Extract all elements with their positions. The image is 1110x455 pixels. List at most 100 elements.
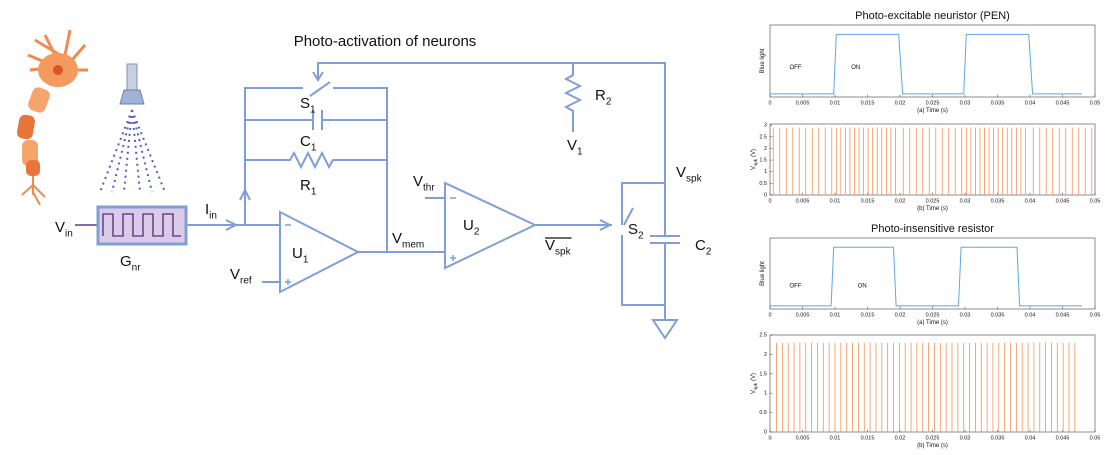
y-axis-label-unit: (V) bbox=[751, 373, 757, 381]
y-axis-label-unit: (V) bbox=[751, 149, 757, 157]
diagram-label: V1 bbox=[567, 137, 583, 158]
y-axis-label-sub: spk bbox=[753, 382, 758, 390]
diagram-label-sub: spk bbox=[555, 247, 572, 258]
diagram-label-sub: thr bbox=[423, 183, 435, 194]
x-tick-label: 0.01 bbox=[830, 198, 841, 204]
x-tick-label: 0.04 bbox=[1025, 312, 1036, 318]
diagram-label: Vthr bbox=[413, 173, 435, 194]
y-tick-label: 2.5 bbox=[759, 134, 767, 140]
x-tick-label: 0.05 bbox=[1090, 100, 1101, 106]
diagram-label-main: R bbox=[595, 87, 606, 104]
diagram-label: Vref bbox=[230, 266, 252, 287]
diagram-label-sub: in bbox=[65, 229, 73, 240]
x-tick-label: 0.05 bbox=[1090, 198, 1101, 204]
x-tick-label: 0.015 bbox=[861, 100, 875, 106]
y-tick-label: 1.5 bbox=[759, 371, 767, 377]
diagram-label-main: U bbox=[292, 245, 303, 262]
diagram-label-main: V bbox=[392, 230, 402, 247]
diagram-label: Vspk bbox=[676, 164, 703, 185]
x-tick-label: 0.02 bbox=[895, 100, 906, 106]
diagram-label-sub: spk bbox=[686, 174, 703, 185]
diagram-label: C1 bbox=[300, 133, 317, 154]
y-axis-label: Vspk(V) bbox=[751, 373, 758, 394]
x-tick-label: 0.02 bbox=[895, 198, 906, 204]
x-axis-label: (b) Time (s) bbox=[917, 443, 948, 449]
diagram-label-main: V bbox=[567, 137, 577, 154]
diagram-label-sub: 2 bbox=[638, 231, 644, 242]
x-tick-label: 0 bbox=[768, 198, 771, 204]
signal-line bbox=[770, 34, 1082, 93]
diagram-label-sub: 1 bbox=[577, 147, 583, 158]
x-tick-label: 0.005 bbox=[796, 435, 810, 441]
x-tick-label: 0.025 bbox=[926, 435, 940, 441]
x-tick-label: 0.035 bbox=[991, 100, 1005, 106]
diagram-label-sub: 2 bbox=[706, 247, 712, 258]
diagram-label-sub: 1 bbox=[303, 255, 309, 266]
plot-frame bbox=[770, 25, 1095, 97]
flashlight bbox=[100, 64, 165, 192]
x-tick-label: 0.035 bbox=[991, 435, 1005, 441]
x-tick-label: 0.04 bbox=[1025, 435, 1036, 441]
annotation: OFF bbox=[790, 65, 802, 71]
x-tick-label: 0.05 bbox=[1090, 312, 1101, 318]
y-tick-label: 2 bbox=[764, 146, 767, 152]
x-tick-label: 0.015 bbox=[861, 435, 875, 441]
y-tick-label: 0.5 bbox=[759, 410, 767, 416]
diagram-label: U2 bbox=[463, 217, 480, 238]
plot-frame bbox=[770, 335, 1095, 432]
y-tick-label: 2.5 bbox=[759, 332, 767, 338]
x-tick-label: 0.04 bbox=[1025, 198, 1036, 204]
diagram-label-sub: ref bbox=[240, 276, 252, 287]
chart-title: Photo-insensitive resistor bbox=[871, 223, 994, 235]
x-axis-label: (a) Time (s) bbox=[917, 108, 948, 114]
y-tick-label: 1 bbox=[764, 391, 767, 397]
diagram-label-main: S bbox=[628, 221, 638, 238]
x-axis-label: (b) Time (s) bbox=[917, 206, 948, 212]
x-tick-label: 0.02 bbox=[895, 312, 906, 318]
y-tick-label: 0 bbox=[764, 192, 767, 198]
x-tick-label: 0.035 bbox=[991, 312, 1005, 318]
y-axis-label: Blue light bbox=[760, 261, 766, 286]
diagram-label-main: G bbox=[120, 253, 132, 270]
diagram-label-main: C bbox=[300, 133, 311, 150]
x-tick-label: 0.04 bbox=[1025, 100, 1036, 106]
x-tick-label: 0.005 bbox=[796, 312, 810, 318]
x-tick-label: 0.01 bbox=[830, 312, 841, 318]
diagram-label-main: U bbox=[463, 217, 474, 234]
x-tick-label: 0.02 bbox=[895, 435, 906, 441]
diagram-label-main: V bbox=[545, 237, 555, 254]
diagram-label: S2 bbox=[628, 221, 644, 242]
diagram-label-sub: mem bbox=[402, 240, 424, 251]
x-axis-label: (a) Time (s) bbox=[917, 320, 948, 326]
diagram-label: Vmem bbox=[392, 230, 424, 251]
x-tick-label: 0.005 bbox=[796, 198, 810, 204]
x-tick-label: 0.03 bbox=[960, 100, 971, 106]
device-gnr bbox=[75, 207, 186, 244]
x-tick-label: 0.045 bbox=[1056, 198, 1070, 204]
diagram-label: U1 bbox=[292, 245, 309, 266]
annotation: ON bbox=[858, 283, 867, 289]
x-tick-label: 0.025 bbox=[926, 198, 940, 204]
diagram-label: Vin bbox=[55, 219, 73, 240]
annotation: OFF bbox=[790, 283, 802, 289]
x-tick-label: 0.01 bbox=[830, 100, 841, 106]
x-tick-label: 0.05 bbox=[1090, 435, 1101, 441]
diagram-label-sub: 2 bbox=[606, 97, 612, 108]
annotation: ON bbox=[851, 65, 860, 71]
x-tick-label: 0 bbox=[768, 435, 771, 441]
x-tick-label: 0 bbox=[768, 312, 771, 318]
signal-line bbox=[770, 247, 1082, 306]
y-tick-label: 1 bbox=[764, 169, 767, 175]
diagram-label-sub: in bbox=[209, 211, 217, 222]
x-tick-label: 0.015 bbox=[861, 312, 875, 318]
x-tick-label: 0.025 bbox=[926, 100, 940, 106]
y-axis-label: Vspk(V) bbox=[751, 149, 758, 170]
y-tick-label: 3 bbox=[764, 123, 767, 129]
diagram-label: Gnr bbox=[120, 253, 141, 274]
x-tick-label: 0.01 bbox=[830, 435, 841, 441]
x-tick-label: 0.045 bbox=[1056, 435, 1070, 441]
diagram-label-sub: 1 bbox=[310, 105, 316, 116]
x-tick-label: 0.025 bbox=[926, 312, 940, 318]
diagram-label: Iin bbox=[205, 201, 217, 222]
y-tick-label: 1.5 bbox=[759, 158, 767, 164]
